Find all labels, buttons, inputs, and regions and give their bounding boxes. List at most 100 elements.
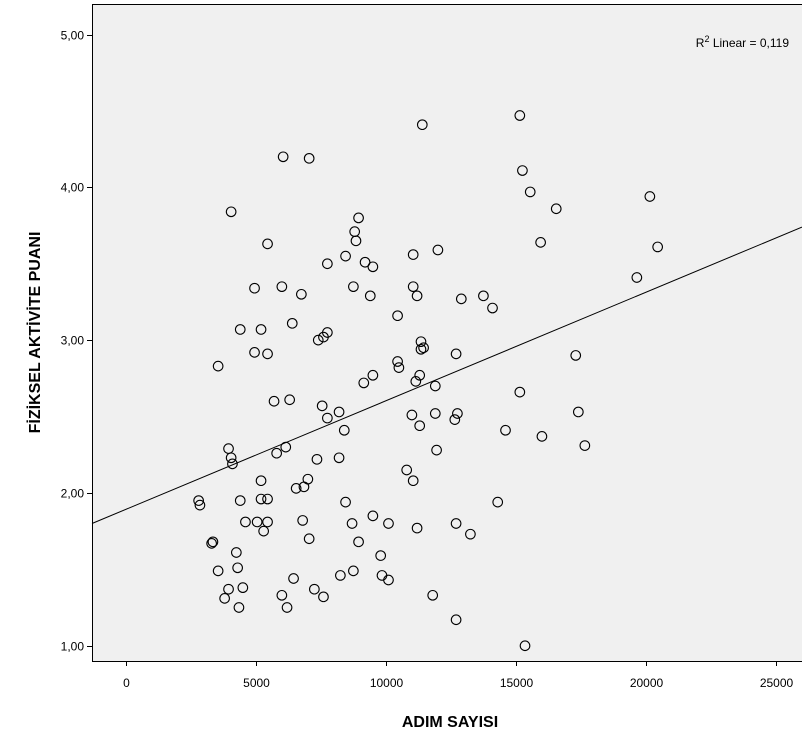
data-point <box>309 583 320 595</box>
data-points-layer <box>193 110 664 652</box>
data-point <box>418 342 429 354</box>
data-point <box>517 165 528 176</box>
data-point <box>219 593 230 604</box>
data-point <box>570 350 582 361</box>
data-point <box>414 369 426 381</box>
data-point <box>449 414 461 425</box>
data-point <box>375 550 387 561</box>
data-point <box>316 400 328 412</box>
data-point <box>322 412 333 424</box>
data-point <box>415 343 427 355</box>
data-point <box>271 447 283 459</box>
data-point <box>465 528 476 540</box>
data-point <box>536 431 548 442</box>
data-point <box>478 290 489 302</box>
data-point <box>255 475 267 487</box>
data-point <box>429 380 441 392</box>
data-point <box>338 424 350 436</box>
data-point <box>223 583 234 595</box>
data-point <box>268 395 280 407</box>
data-point <box>335 570 346 581</box>
data-point <box>431 444 442 456</box>
data-point <box>227 458 238 470</box>
data-point <box>524 186 536 198</box>
data-point <box>432 244 444 256</box>
fit-line <box>91 226 802 524</box>
data-point <box>262 238 273 250</box>
data-point <box>410 376 422 387</box>
data-point <box>414 420 426 432</box>
data-point <box>333 406 345 418</box>
data-point <box>311 453 323 465</box>
r-squared-annotation: R2 Linear = 0,119 <box>696 34 790 50</box>
data-point <box>364 290 376 302</box>
x-tick-label: 20000 <box>630 676 664 690</box>
data-point <box>572 406 584 418</box>
data-point <box>290 482 302 494</box>
data-point <box>358 377 370 389</box>
data-point <box>367 369 379 381</box>
data-point <box>346 518 358 529</box>
data-point <box>353 212 364 224</box>
x-tick-label: 25000 <box>760 676 794 690</box>
data-point <box>237 582 249 594</box>
data-point <box>240 516 251 528</box>
data-point <box>298 481 310 493</box>
x-axis: 0 5000 10000 15000 20000 25000 <box>123 661 794 690</box>
data-point <box>212 360 224 372</box>
data-point <box>193 495 204 506</box>
data-point <box>348 281 359 293</box>
data-point <box>286 317 298 329</box>
data-point <box>297 515 309 526</box>
y-axis: 1,00 2,00 3,00 4,00 5,00 <box>61 29 92 654</box>
plot-area <box>92 4 802 661</box>
data-point <box>416 119 428 131</box>
data-point <box>514 110 526 121</box>
data-point <box>393 362 405 373</box>
data-point <box>359 256 371 268</box>
data-point <box>322 258 333 270</box>
data-point <box>233 602 245 613</box>
data-point <box>383 574 394 586</box>
y-axis-title: FİZİKSEL AKTİVİTE PUANI <box>26 232 44 434</box>
data-point <box>406 409 418 421</box>
data-point <box>312 334 324 346</box>
y-tick-label: 5,00 <box>61 29 85 43</box>
data-point <box>255 324 267 335</box>
data-point <box>303 152 315 164</box>
y-tick-label: 1,00 <box>61 640 85 654</box>
r-squared-superscript: 2 <box>704 34 709 44</box>
data-point <box>340 496 351 508</box>
data-point <box>207 536 219 548</box>
data-point <box>401 464 413 476</box>
x-tick-label: 5000 <box>243 676 270 690</box>
data-point <box>276 281 288 293</box>
data-point <box>550 203 562 215</box>
data-point <box>411 522 423 534</box>
data-point <box>383 518 394 529</box>
data-point <box>450 348 462 360</box>
data-point <box>318 331 329 343</box>
data-point <box>579 440 591 451</box>
data-point <box>232 562 243 574</box>
data-point <box>427 589 439 601</box>
x-tick-label: 0 <box>123 676 130 690</box>
data-point <box>415 336 427 348</box>
data-point <box>429 408 441 419</box>
data-point <box>392 310 403 322</box>
r-squared-prefix: R <box>696 36 705 50</box>
data-point <box>340 250 351 262</box>
data-point <box>500 424 511 436</box>
data-point <box>225 452 237 464</box>
data-point <box>234 495 246 506</box>
data-point <box>194 499 206 511</box>
data-point <box>249 347 260 358</box>
data-point <box>367 261 379 273</box>
data-point <box>230 547 242 558</box>
data-point <box>367 510 379 522</box>
data-point <box>258 525 269 537</box>
x-tick-label: 15000 <box>500 676 534 690</box>
data-point <box>519 640 531 652</box>
data-point <box>251 516 263 528</box>
